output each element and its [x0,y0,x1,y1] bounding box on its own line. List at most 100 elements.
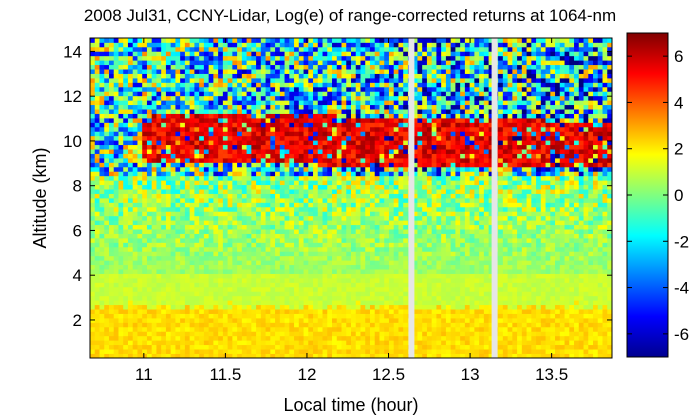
heatmap-cell [403,349,409,354]
heatmap-cell [265,335,271,341]
heatmap-cell [237,69,243,74]
heatmap-cell [118,113,124,119]
heatmap-cell [270,158,276,163]
heatmap-cell [151,118,157,123]
heatmap-cell [403,118,409,123]
heatmap-cell [284,42,290,48]
heatmap-cell [208,60,214,66]
heatmap-cell [222,100,229,106]
heatmap-cell [194,220,200,226]
heatmap-cell [146,166,153,172]
heatmap-cell [327,78,333,83]
heatmap-cell [203,78,210,83]
heatmap-cell [313,224,319,230]
heatmap-cell [317,304,323,310]
heatmap-cell [90,166,96,172]
heatmap-cell [208,215,214,221]
heatmap-cell [189,153,195,159]
heatmap-cell [379,64,385,70]
heatmap-cell [132,295,138,301]
heatmap-cell [161,189,167,194]
heatmap-cell [412,198,418,203]
heatmap-cell [303,318,309,323]
heatmap-cell [336,126,342,132]
heatmap-cell [294,313,300,319]
heatmap-cell [412,91,418,97]
heatmap-cell [374,198,380,203]
heatmap-cell [289,278,295,283]
heatmap-cell [412,140,418,146]
heatmap-cell [388,251,395,257]
heatmap-cell [208,175,214,181]
heatmap-cell [203,335,210,341]
heatmap-cell [123,91,129,97]
heatmap-cell [132,238,138,243]
heatmap-cell [227,282,233,288]
heatmap-cell [99,282,105,288]
heatmap-cell [180,291,186,297]
heatmap-cell [123,242,129,248]
heatmap-cell [388,278,395,283]
heatmap-cell [365,51,371,57]
heatmap-cell [118,215,124,221]
heatmap-cell [94,109,100,114]
heatmap-cell [260,300,266,306]
heatmap-cell [189,42,195,48]
heatmap-cell [246,180,252,186]
heatmap-cell [284,233,290,239]
heatmap-cell [336,140,342,146]
heatmap-cell [388,73,395,79]
heatmap-cell [317,166,323,172]
heatmap-cell [194,278,200,283]
heatmap-cell [123,198,129,203]
heatmap-cell [208,109,214,114]
heatmap-cell [175,51,181,57]
heatmap-cell [412,291,418,297]
heatmap-cell [213,215,219,221]
heatmap-cell [336,322,342,328]
heatmap-cell [256,353,262,358]
heatmap-cell [213,42,219,48]
heatmap-cell [213,184,219,190]
heatmap-cell [289,300,295,306]
heatmap-cell [313,286,319,292]
heatmap-cell [284,38,290,43]
heatmap-cell [246,140,252,146]
heatmap-cell [336,144,342,150]
heatmap-cell [393,211,399,217]
heatmap-cell [403,264,409,270]
heatmap-cell [237,322,243,328]
heatmap-cell [403,193,409,199]
heatmap-cell [137,38,143,43]
heatmap-cell [184,318,191,323]
heatmap-cell [127,326,134,332]
heatmap-cell [218,64,224,70]
heatmap-cell [275,55,281,61]
heatmap-cell [308,100,314,106]
heatmap-cell [336,166,342,172]
heatmap-cell [322,198,328,203]
heatmap-cell [294,353,300,358]
heatmap-cell [127,282,134,288]
heatmap-cell [289,242,295,248]
heatmap-cell [294,242,300,248]
heatmap-cell [294,282,300,288]
heatmap-cell [284,326,290,332]
heatmap-cell [289,229,295,234]
heatmap-cell [165,322,172,328]
heatmap-cell [355,335,361,341]
heatmap-cell [222,91,229,97]
heatmap-cell [227,233,233,239]
heatmap-cell [199,300,205,306]
heatmap-cell [351,144,357,150]
heatmap-cell [398,238,404,243]
heatmap-cell [265,189,271,194]
heatmap-cell [194,55,200,61]
heatmap-cell [94,286,100,292]
heatmap-cell [146,153,153,159]
heatmap-cell [184,282,191,288]
heatmap-cell [151,255,157,261]
heatmap-cell [151,313,157,319]
heatmap-cell [127,286,134,292]
heatmap-cell [90,233,96,239]
